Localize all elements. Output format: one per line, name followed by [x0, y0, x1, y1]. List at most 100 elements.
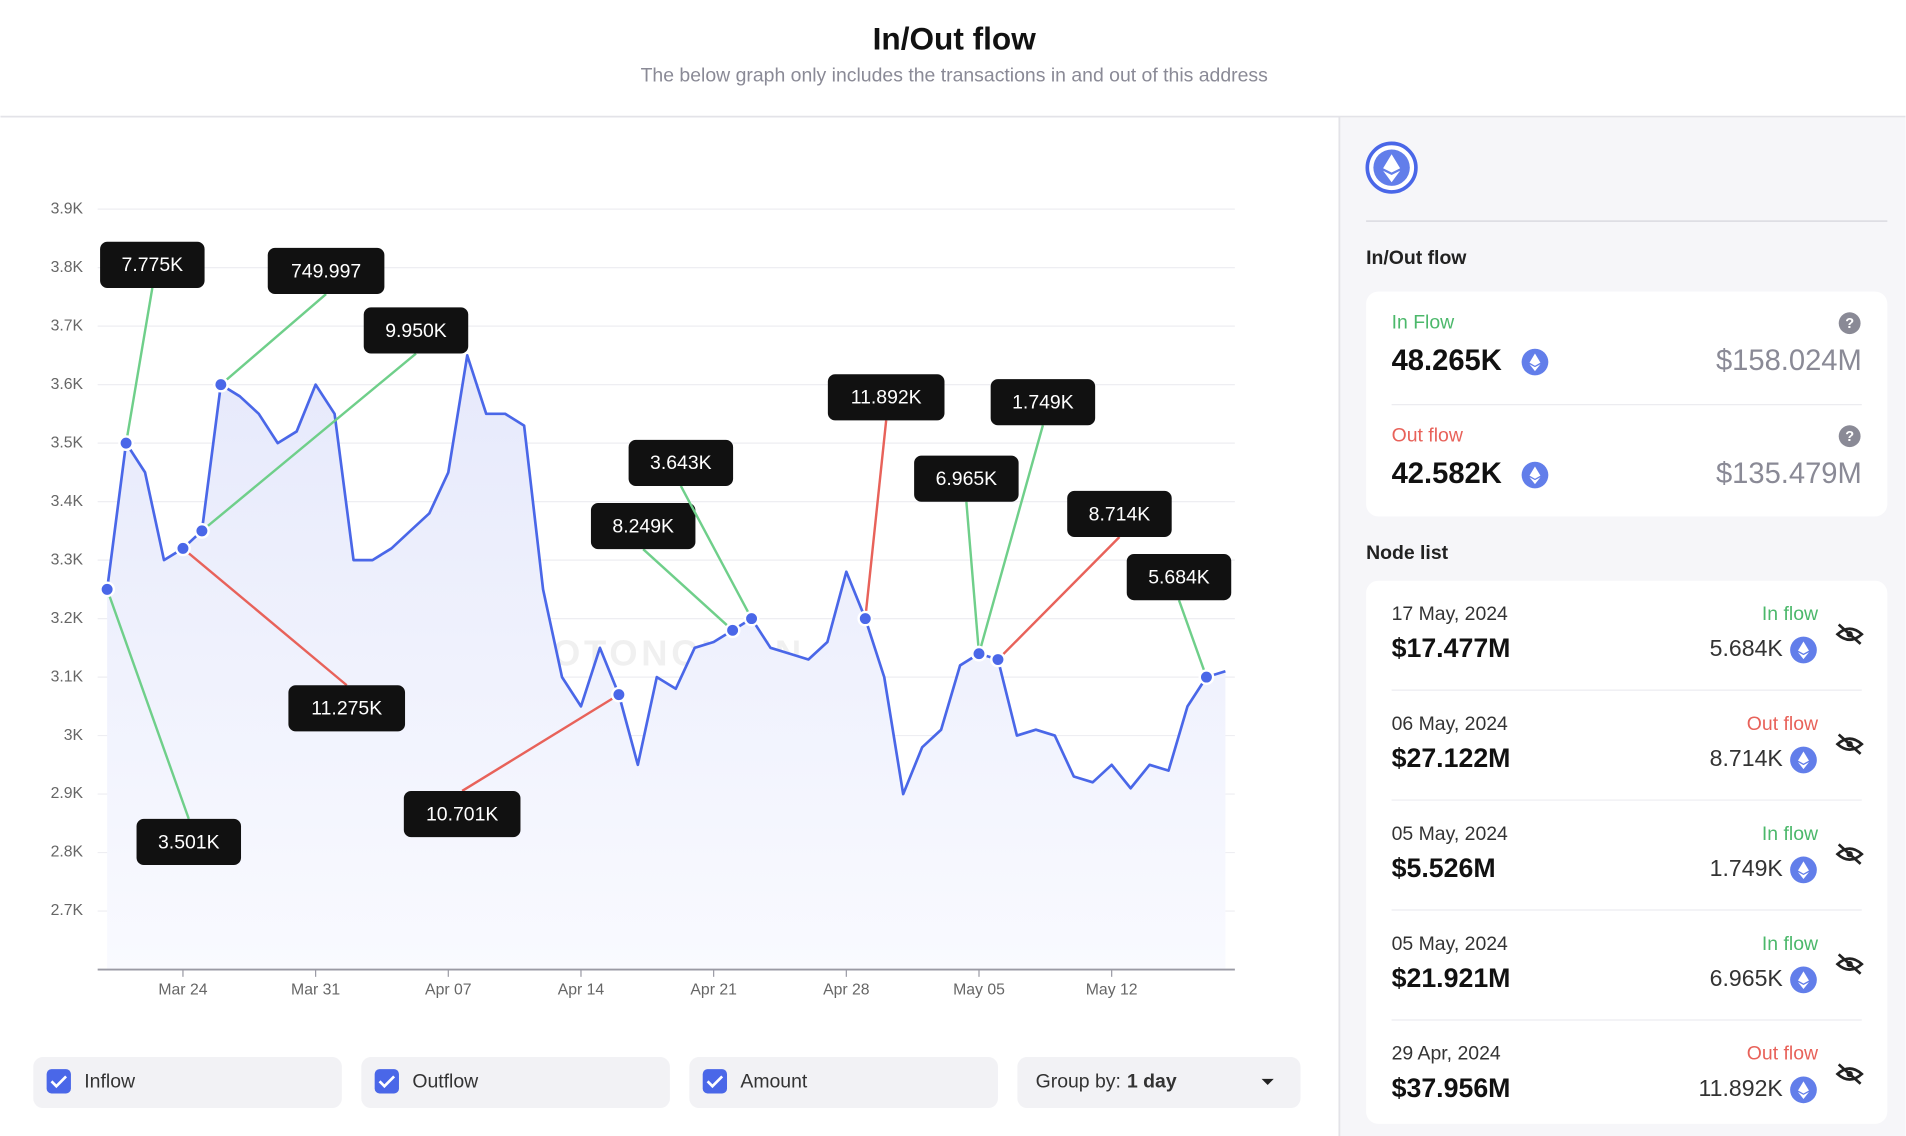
node-title: Node list: [1366, 542, 1449, 564]
connector: [679, 485, 753, 620]
node-date: 05 May, 2024: [1392, 933, 1508, 955]
checkmark: [50, 1075, 68, 1089]
annotation-box: [914, 455, 1019, 502]
flow-dot: [724, 622, 741, 639]
in-usd: $158.024M: [1716, 345, 1862, 377]
group-select[interactable]: [1017, 1057, 1301, 1109]
annotation-label: 7.775K: [122, 254, 184, 276]
y-tick-label: 3.6K: [51, 376, 84, 393]
annotation-label: 6.965K: [936, 468, 998, 490]
node-usd: $17.477M: [1392, 633, 1511, 663]
flow-dot: [971, 645, 987, 662]
node-amount: 8.714K: [1710, 745, 1784, 771]
annotation-box: [628, 439, 734, 486]
inflow-label: Inflow: [84, 1071, 136, 1093]
x-tick-label: Apr 21: [690, 981, 737, 998]
page-title: In/Out flow: [873, 21, 1037, 57]
checkbox[interactable]: [374, 1069, 399, 1094]
connector: [461, 693, 620, 792]
flow-dot: [99, 581, 116, 598]
annotation-box: [288, 685, 406, 732]
x-tick-label: May 05: [953, 981, 1005, 998]
y-tick-label: 3.9K: [51, 200, 84, 217]
connector: [642, 548, 734, 632]
eth-icon: [1790, 966, 1817, 994]
annotation-label: 3.501K: [158, 831, 220, 853]
hide-icon-slash: [1837, 953, 1862, 975]
y-tick-label: 3.3K: [51, 551, 84, 568]
annotation-box: [136, 818, 242, 866]
node-amount: 11.892K: [1699, 1075, 1784, 1101]
x-tick-label: Apr 14: [558, 981, 605, 998]
annotation-box: [363, 307, 469, 354]
connector: [864, 420, 888, 619]
node-usd: $5.526M: [1392, 853, 1496, 883]
node-date: 29 Apr, 2024: [1392, 1043, 1501, 1065]
node-amount: 1.749K: [1710, 855, 1784, 881]
out-amount: 42.582K: [1392, 458, 1502, 490]
help-icon[interactable]: [1838, 425, 1861, 448]
y-tick-label: 3K: [64, 727, 84, 744]
hide-icon-slash: [1837, 733, 1862, 755]
inflow-toggle[interactable]: [33, 1057, 342, 1109]
x-tick-label: Mar 24: [158, 981, 207, 998]
price-line: [105, 354, 1226, 796]
group-label-text: Group by:: [1036, 1071, 1121, 1093]
out-usd: $135.479M: [1716, 458, 1862, 490]
checkmark: [706, 1075, 724, 1089]
annotation-label: 1.749K: [1012, 391, 1074, 413]
annotation-label: 10.701K: [426, 803, 498, 825]
connector: [182, 547, 348, 687]
annotation-label: 8.714K: [1089, 503, 1151, 525]
connector: [1177, 599, 1208, 678]
connector: [220, 293, 327, 386]
y-tick-label: 3.4K: [51, 493, 84, 510]
flow-dot: [194, 522, 210, 539]
eth-icon: [1790, 746, 1817, 774]
chart: SPOTONCHAIN2.7K2.8K2.9K3K3.1K3.2K3.3K3.4…: [51, 200, 1235, 998]
flow-summary: In/Out flow In Flow ? 48.265K $158.024M …: [1365, 141, 1888, 1124]
node-date: 05 May, 2024: [1392, 823, 1508, 845]
node-date: 17 May, 2024: [1392, 603, 1508, 625]
annotation-label: 11.275K: [311, 698, 382, 720]
connector: [105, 588, 190, 820]
help-icon[interactable]: [1838, 312, 1861, 335]
y-tick-label: 3.1K: [51, 668, 84, 685]
checkbox[interactable]: [702, 1069, 728, 1094]
area: [107, 355, 1226, 970]
outflow-label: Outflow: [412, 1071, 479, 1093]
amount-toggle[interactable]: [689, 1057, 998, 1109]
y-tick-label: 2.7K: [51, 902, 84, 919]
flow-dot: [857, 610, 874, 627]
out-label: Out flow: [1392, 424, 1464, 446]
checkbox[interactable]: [46, 1069, 71, 1094]
help-glyph: ?: [1845, 429, 1854, 445]
section-title: In/Out flow: [1366, 247, 1467, 269]
help-glyph: ?: [1845, 316, 1854, 332]
node-usd: $21.921M: [1392, 963, 1511, 993]
node-type: In flow: [1762, 933, 1819, 955]
node-amount: 5.684K: [1710, 635, 1784, 661]
annotation-label: 749.997: [291, 260, 361, 282]
node-usd: $27.122M: [1392, 743, 1511, 773]
connector: [965, 501, 981, 654]
hide-icon-slash: [1837, 843, 1862, 865]
page-subtitle: The below graph only includes the transa…: [641, 65, 1269, 87]
in-amount: 48.265K: [1392, 345, 1502, 377]
node-list: 17 May, 2024 $17.477M In flow 5.684K 06 May,…: [1392, 603, 1864, 1104]
annotation-label: 5.684K: [1148, 566, 1210, 588]
x-tick-label: May 12: [1086, 981, 1138, 998]
x-tick-label: Apr 07: [425, 981, 472, 998]
annotation-label: 8.249K: [612, 515, 674, 537]
flow-dot: [175, 540, 191, 557]
hide-icon-slash: [1837, 1063, 1862, 1085]
flow-dot: [610, 686, 627, 703]
checkmark: [378, 1075, 396, 1089]
y-tick-label: 2.9K: [51, 785, 84, 802]
dropdown-arrow: [1261, 1078, 1274, 1085]
node-type: Out flow: [1747, 1043, 1819, 1065]
x-tick-label: Apr 28: [823, 981, 870, 998]
y-tick-label: 3.5K: [51, 434, 84, 451]
outflow-toggle[interactable]: [361, 1057, 670, 1109]
node-type: Out flow: [1747, 713, 1819, 735]
